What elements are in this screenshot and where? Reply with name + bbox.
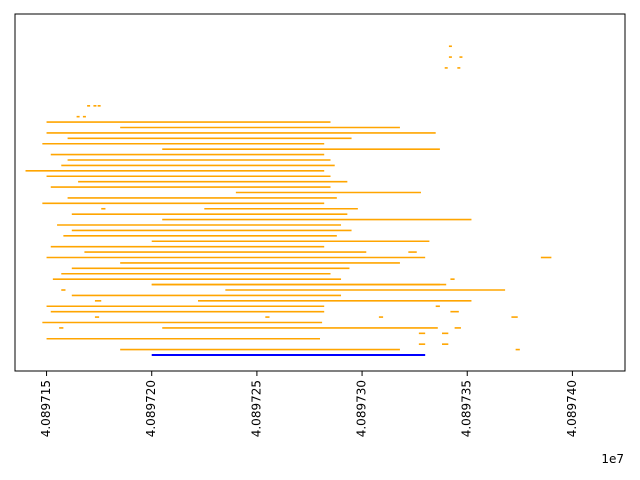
x-tick-label: 4.089725	[249, 380, 263, 437]
x-tick-label: 4.089740	[565, 380, 579, 437]
x-tick-label: 4.089720	[144, 380, 158, 437]
x-offset-label: 1e7	[601, 452, 624, 466]
x-tick-label: 4.089730	[355, 380, 369, 437]
x-tick-label: 4.089715	[39, 380, 53, 437]
x-tick-label: 4.089735	[460, 380, 474, 437]
